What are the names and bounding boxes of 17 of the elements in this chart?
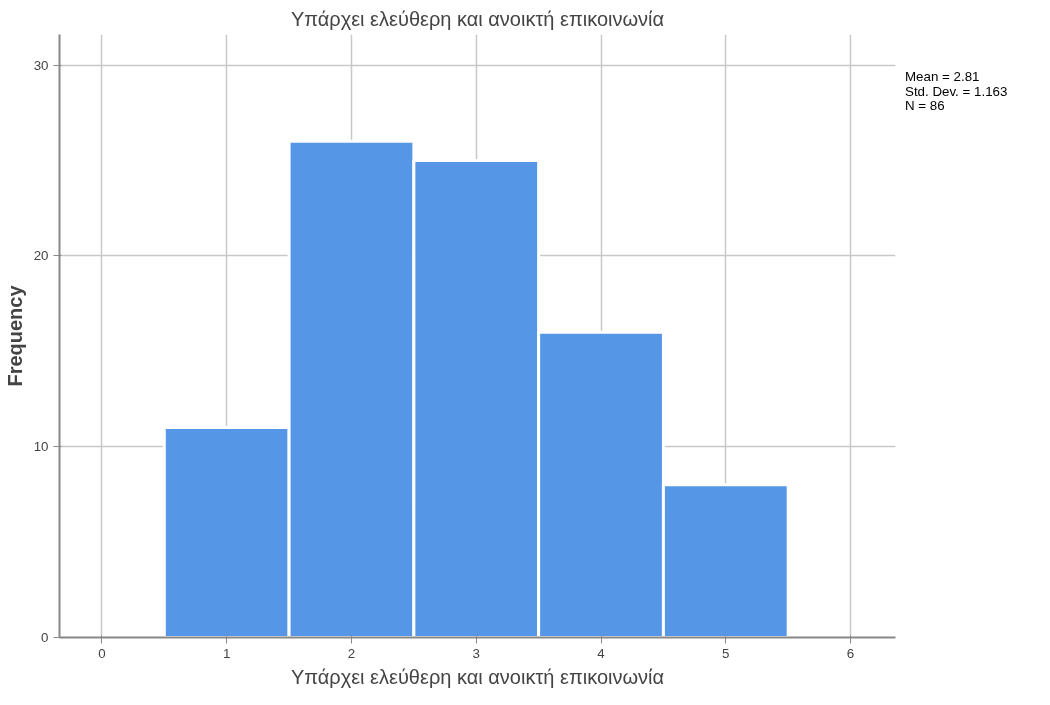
- x-tick-label: 3: [472, 645, 480, 661]
- text: Std. Dev. = 1.163: [905, 83, 1008, 99]
- text: N = 86: [905, 98, 945, 114]
- chart-title: Υπάρχει ελεύθερη και ανοικτή επικοινωνία: [290, 7, 665, 30]
- x-tick-label: 1: [222, 645, 231, 661]
- y-tick-label: 0: [41, 630, 49, 645]
- y-tick-label: 30: [33, 57, 49, 73]
- x-tick-label: 2: [347, 645, 356, 661]
- x-tick-label: 6: [846, 645, 855, 661]
- x-tick-label: 4: [597, 645, 606, 661]
- x-tick-label: 5: [722, 645, 730, 661]
- y-tick-label: 20: [33, 248, 49, 264]
- x-axis-title: Υπάρχει ελεύθερη και ανοικτή επικοινωνία: [290, 665, 665, 688]
- y-axis-title: Frequency: [3, 284, 26, 387]
- text: Mean = 2.81: [905, 69, 980, 84]
- x-tick-label: 0: [98, 645, 106, 661]
- y-tick-label: 10: [33, 439, 49, 455]
